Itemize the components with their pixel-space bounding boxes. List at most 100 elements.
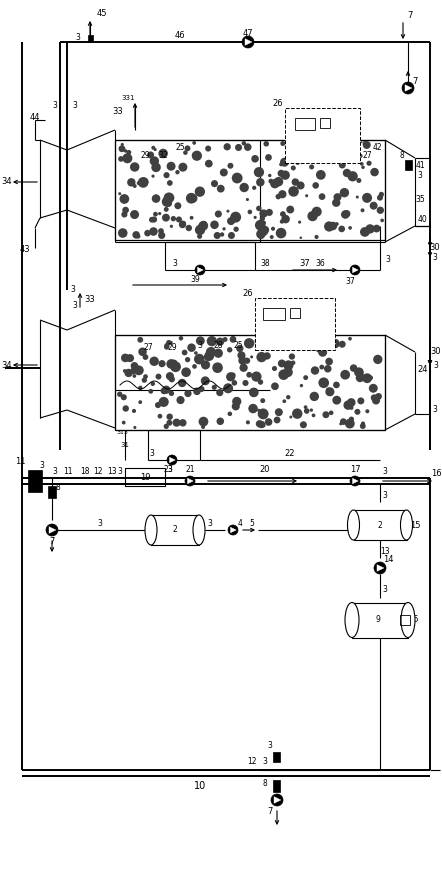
Circle shape — [212, 362, 223, 373]
Bar — [400, 615, 410, 625]
Circle shape — [354, 368, 364, 377]
Circle shape — [312, 182, 319, 189]
Circle shape — [283, 368, 293, 377]
Text: 7: 7 — [408, 11, 413, 20]
Circle shape — [304, 409, 309, 414]
Circle shape — [46, 524, 58, 536]
Circle shape — [361, 422, 365, 426]
Polygon shape — [405, 85, 412, 92]
Text: 18: 18 — [80, 468, 90, 477]
Circle shape — [297, 157, 304, 163]
Circle shape — [186, 224, 192, 231]
Circle shape — [132, 409, 136, 413]
Polygon shape — [187, 478, 193, 484]
Circle shape — [117, 392, 122, 397]
Circle shape — [220, 232, 224, 237]
Bar — [88, 35, 93, 42]
Circle shape — [170, 361, 181, 372]
Circle shape — [226, 372, 235, 382]
Circle shape — [343, 210, 351, 217]
Circle shape — [190, 216, 194, 220]
Circle shape — [319, 193, 325, 200]
Circle shape — [130, 210, 139, 219]
Text: 34: 34 — [2, 177, 12, 187]
Circle shape — [248, 404, 258, 413]
Text: 25: 25 — [233, 340, 243, 349]
Circle shape — [272, 340, 276, 343]
Circle shape — [166, 359, 176, 368]
Circle shape — [121, 143, 124, 146]
Text: 26: 26 — [243, 290, 253, 299]
Circle shape — [373, 354, 382, 364]
Circle shape — [126, 150, 131, 155]
Circle shape — [151, 162, 161, 172]
Text: 26: 26 — [273, 99, 283, 107]
Circle shape — [167, 180, 173, 186]
Circle shape — [192, 151, 202, 161]
Circle shape — [265, 418, 272, 426]
Circle shape — [192, 364, 197, 368]
Circle shape — [234, 401, 237, 403]
Ellipse shape — [401, 602, 415, 637]
Text: 3: 3 — [72, 300, 77, 310]
Circle shape — [164, 192, 174, 203]
Circle shape — [158, 360, 166, 368]
Circle shape — [210, 221, 219, 229]
Ellipse shape — [145, 515, 157, 545]
Circle shape — [235, 144, 242, 151]
Circle shape — [126, 354, 134, 362]
Circle shape — [175, 203, 181, 210]
Circle shape — [201, 361, 210, 369]
Circle shape — [278, 369, 289, 380]
Circle shape — [227, 347, 232, 353]
Polygon shape — [245, 38, 252, 45]
Text: 27: 27 — [362, 150, 372, 160]
Bar — [263, 308, 285, 320]
Circle shape — [167, 455, 177, 465]
Circle shape — [230, 373, 236, 378]
Circle shape — [361, 209, 365, 212]
Text: 44: 44 — [30, 113, 41, 122]
Circle shape — [118, 192, 121, 196]
Circle shape — [315, 343, 324, 353]
Text: 21: 21 — [185, 465, 195, 475]
Bar — [151, 515, 199, 545]
Circle shape — [280, 211, 286, 217]
Circle shape — [122, 405, 129, 412]
Circle shape — [122, 154, 133, 163]
Text: 42: 42 — [372, 143, 382, 153]
Text: 28: 28 — [213, 340, 223, 349]
Circle shape — [318, 347, 327, 357]
Circle shape — [233, 227, 239, 232]
Bar — [115, 140, 385, 240]
Circle shape — [350, 265, 360, 275]
Circle shape — [212, 385, 217, 390]
Circle shape — [329, 410, 333, 416]
Bar — [48, 486, 56, 498]
Circle shape — [121, 211, 127, 217]
Circle shape — [196, 336, 205, 345]
Circle shape — [204, 354, 212, 361]
Ellipse shape — [347, 510, 359, 540]
Bar — [320, 118, 330, 128]
Text: 3: 3 — [433, 405, 438, 415]
Circle shape — [198, 221, 208, 230]
Text: 23: 23 — [163, 465, 173, 475]
Text: 41: 41 — [415, 161, 425, 169]
Circle shape — [347, 171, 358, 182]
Circle shape — [246, 372, 252, 378]
Circle shape — [270, 235, 274, 239]
Circle shape — [138, 347, 147, 356]
Circle shape — [195, 265, 205, 275]
Circle shape — [234, 175, 240, 182]
Circle shape — [122, 421, 126, 424]
Circle shape — [371, 395, 378, 402]
Circle shape — [134, 366, 144, 375]
Circle shape — [137, 337, 143, 343]
Circle shape — [217, 417, 224, 425]
Text: 29: 29 — [167, 343, 177, 353]
Circle shape — [292, 178, 299, 186]
Circle shape — [133, 184, 137, 188]
Text: 3: 3 — [71, 285, 76, 294]
Text: 3: 3 — [72, 100, 77, 109]
